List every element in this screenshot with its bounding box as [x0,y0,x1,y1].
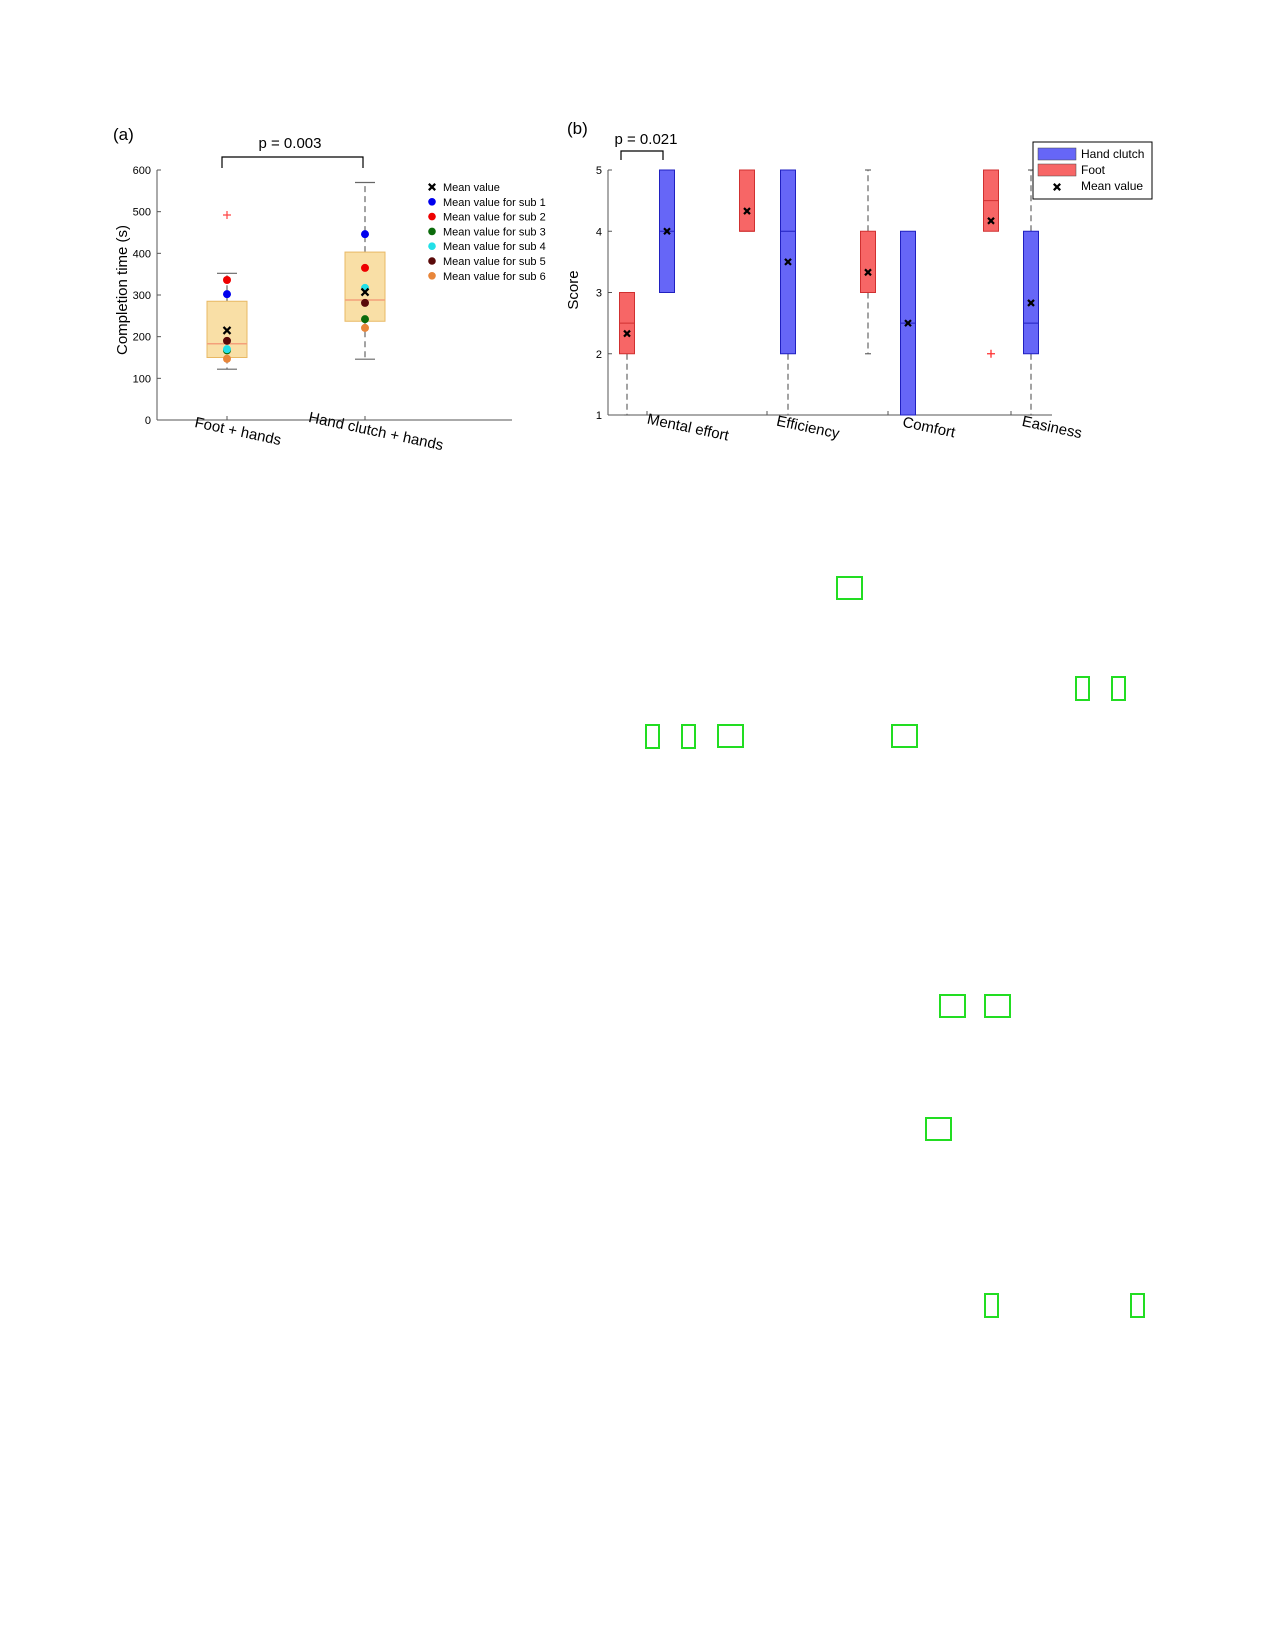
legend-marker-mean [1053,183,1061,191]
panel-b-category-label: Efficiency [775,413,842,443]
panel-a-subject-mean-point [361,298,369,307]
highlight-box [681,724,696,749]
highlight-box [984,994,1011,1018]
panel-b-mean-marker [784,258,792,266]
panel-a-subject-mean-point [361,323,369,332]
panel-b-box [860,230,876,293]
highlight-box [717,724,744,748]
highlight-box [891,724,918,748]
highlight-box [836,576,863,600]
highlight-box [645,724,660,749]
panel-a-ytick-label: 500 [133,207,151,219]
panel-a-subject-mean-point [361,263,369,272]
panel-b-ytick-label: 3 [596,288,602,300]
panel-b-category-label: Mental effort [646,411,732,445]
panel-b-boxes [619,169,1039,416]
panel-b-mean-marker [743,207,751,215]
legend-marker-sub [428,198,436,206]
highlight-box [984,1293,999,1318]
panel-a-mean-marker [222,326,232,335]
legend-label: Mean value for sub 2 [443,212,546,224]
legend-marker-sub [428,257,436,265]
panel-b-outlier [987,349,995,358]
panel-a-category-label: Hand clutch + hands [307,409,445,454]
panel-b-mean-marker [663,227,671,236]
panel-a-points [222,230,370,363]
panel-a-subject-mean-point [223,354,231,363]
panel-b-mean-marker [623,329,631,338]
panel-a-pvalue: p = 0.003 [259,135,322,152]
legend-label: Mean value for sub 4 [443,241,546,253]
legend-marker-sub [428,212,436,221]
panel-b-ytick-label: 5 [596,165,602,177]
panel-b-box [1023,230,1039,355]
panel-a-label: (a) [113,125,134,144]
panel-b-ylabel: Score [565,270,582,309]
legend-marker-sub [428,242,436,250]
highlight-box [1075,676,1090,701]
legend-label: Mean value [443,182,500,194]
panel-a-ytick-label: 100 [133,373,151,385]
panel-a-significance-bracket [221,156,364,168]
panel-b-mean-marker [904,319,912,327]
legend-label: Mean value for sub 1 [443,197,546,209]
panel-a-subject-mean-point [223,336,231,345]
panel-b-mean-marker [987,217,995,225]
highlight-box [1130,1293,1145,1318]
panel-b-ytick-label: 2 [596,349,602,361]
legend-label: Mean value for sub 5 [443,256,546,268]
panel-a-ytick-label: 400 [133,248,151,260]
panel-a-ytick-label: 600 [133,165,151,177]
panel-a-subject-mean-point [223,290,231,299]
highlight-box [939,994,966,1018]
panel-a-ytick-label: 0 [145,415,151,427]
panel-b-significance-bracket [620,150,664,160]
panel-b-category-label: Easiness [1020,413,1083,442]
legend-label: Mean value for sub 6 [443,271,546,283]
legend-marker-sub [428,272,436,280]
panel-b-ytick-label: 4 [596,226,602,238]
panel-b: (b) p = 0.021 Score 1 2 3 4 5 Mental effort Ef… [565,119,1153,445]
panel-a-category-label: Foot + hands [193,414,283,449]
panel-a-mean-marker [360,287,370,297]
panel-a-ytick-label: 300 [133,290,151,302]
panel-a-legend: Mean value Mean value for sub 1 Mean value… [428,182,546,283]
legend-swatch [1037,163,1077,177]
legend-label: Foot [1081,163,1106,177]
panel-a-subject-mean-point [223,345,231,354]
panel-a-subject-mean-point [223,276,231,284]
panel-b-mean-marker [864,268,872,277]
panel-b-mean-marker [1027,299,1035,307]
panel-b-category-label: Comfort [901,414,958,442]
panel-b-box [739,169,755,232]
panel-a-boxes [206,181,386,370]
panel-b-label: (b) [567,119,588,138]
panel-a: (a) p = 0.003 Completion time (s) 0 100 20… [113,125,546,454]
panel-a-ylabel: Completion time (s) [114,225,131,355]
panel-b-ytick-label: 1 [596,410,602,422]
panel-a-ytick-label: 200 [133,332,151,344]
legend-swatch [1037,147,1077,161]
legend-label: Mean value for sub 3 [443,226,546,238]
legend-marker-sub [428,227,436,236]
legend-label: Hand clutch [1081,147,1144,161]
panel-a-outlier [223,211,231,219]
highlight-box [925,1117,952,1141]
highlight-box [1111,676,1126,701]
legend-label: Mean value [1081,179,1143,193]
panel-a-subject-mean-point [361,315,369,324]
panel-a-subject-mean-point [361,230,369,239]
legend-marker-mean [428,183,436,191]
panel-b-pvalue: p = 0.021 [615,131,678,148]
panel-b-legend: Hand clutch Foot Mean value [1032,141,1153,200]
